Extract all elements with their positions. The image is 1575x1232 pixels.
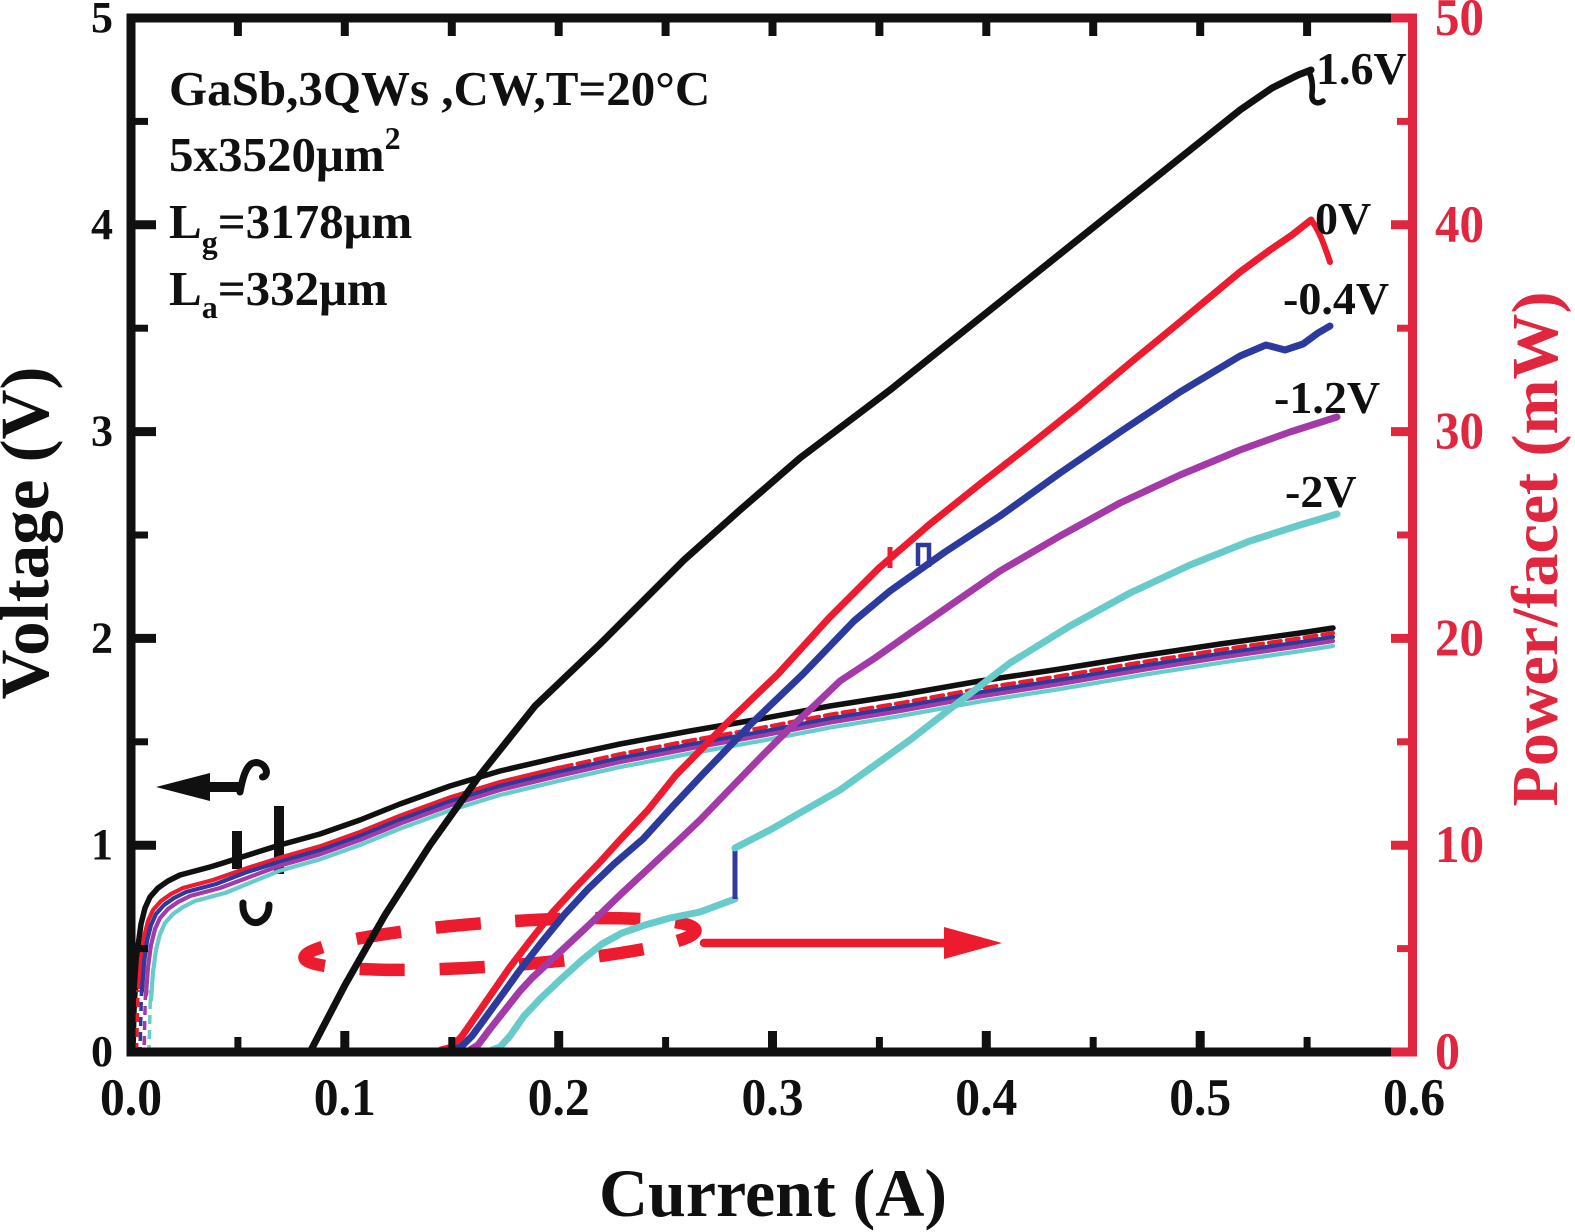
svg-text:-1.2V: -1.2V bbox=[1274, 372, 1380, 423]
svg-text:50: 50 bbox=[1435, 0, 1484, 47]
svg-text:1: 1 bbox=[91, 820, 113, 869]
svg-text:-0.4V: -0.4V bbox=[1283, 273, 1389, 324]
svg-text:20: 20 bbox=[1435, 609, 1484, 667]
svg-text:0.1: 0.1 bbox=[314, 1069, 376, 1127]
svg-text:0.4: 0.4 bbox=[955, 1069, 1017, 1127]
svg-text:30: 30 bbox=[1435, 403, 1484, 461]
svg-text:Power/facet (mW): Power/facet (mW) bbox=[1499, 292, 1572, 807]
svg-text:0.3: 0.3 bbox=[742, 1069, 804, 1127]
svg-text:0.5: 0.5 bbox=[1169, 1069, 1231, 1127]
svg-text:3: 3 bbox=[91, 407, 113, 456]
svg-text:4: 4 bbox=[91, 200, 113, 249]
svg-text:0: 0 bbox=[91, 1027, 113, 1076]
svg-text:-2V: -2V bbox=[1285, 466, 1357, 517]
svg-text:5x3520μm2: 5x3520μm2 bbox=[169, 120, 401, 182]
svg-text:2: 2 bbox=[91, 613, 113, 662]
svg-text:0.2: 0.2 bbox=[528, 1069, 590, 1127]
svg-text:GaSb,3QWs ,CW,T=20°C: GaSb,3QWs ,CW,T=20°C bbox=[169, 61, 710, 116]
svg-text:0.6: 0.6 bbox=[1383, 1069, 1445, 1127]
svg-text:1.6V: 1.6V bbox=[1316, 43, 1407, 94]
svg-text:40: 40 bbox=[1435, 196, 1484, 254]
svg-text:0V: 0V bbox=[1315, 193, 1371, 244]
svg-text:Current (A): Current (A) bbox=[599, 1155, 947, 1231]
svg-text:10: 10 bbox=[1435, 816, 1484, 874]
svg-text:0.0: 0.0 bbox=[100, 1069, 162, 1127]
svg-text:Voltage (V): Voltage (V) bbox=[0, 367, 63, 700]
svg-text:5: 5 bbox=[91, 0, 113, 42]
svg-text:0: 0 bbox=[1435, 1023, 1460, 1081]
